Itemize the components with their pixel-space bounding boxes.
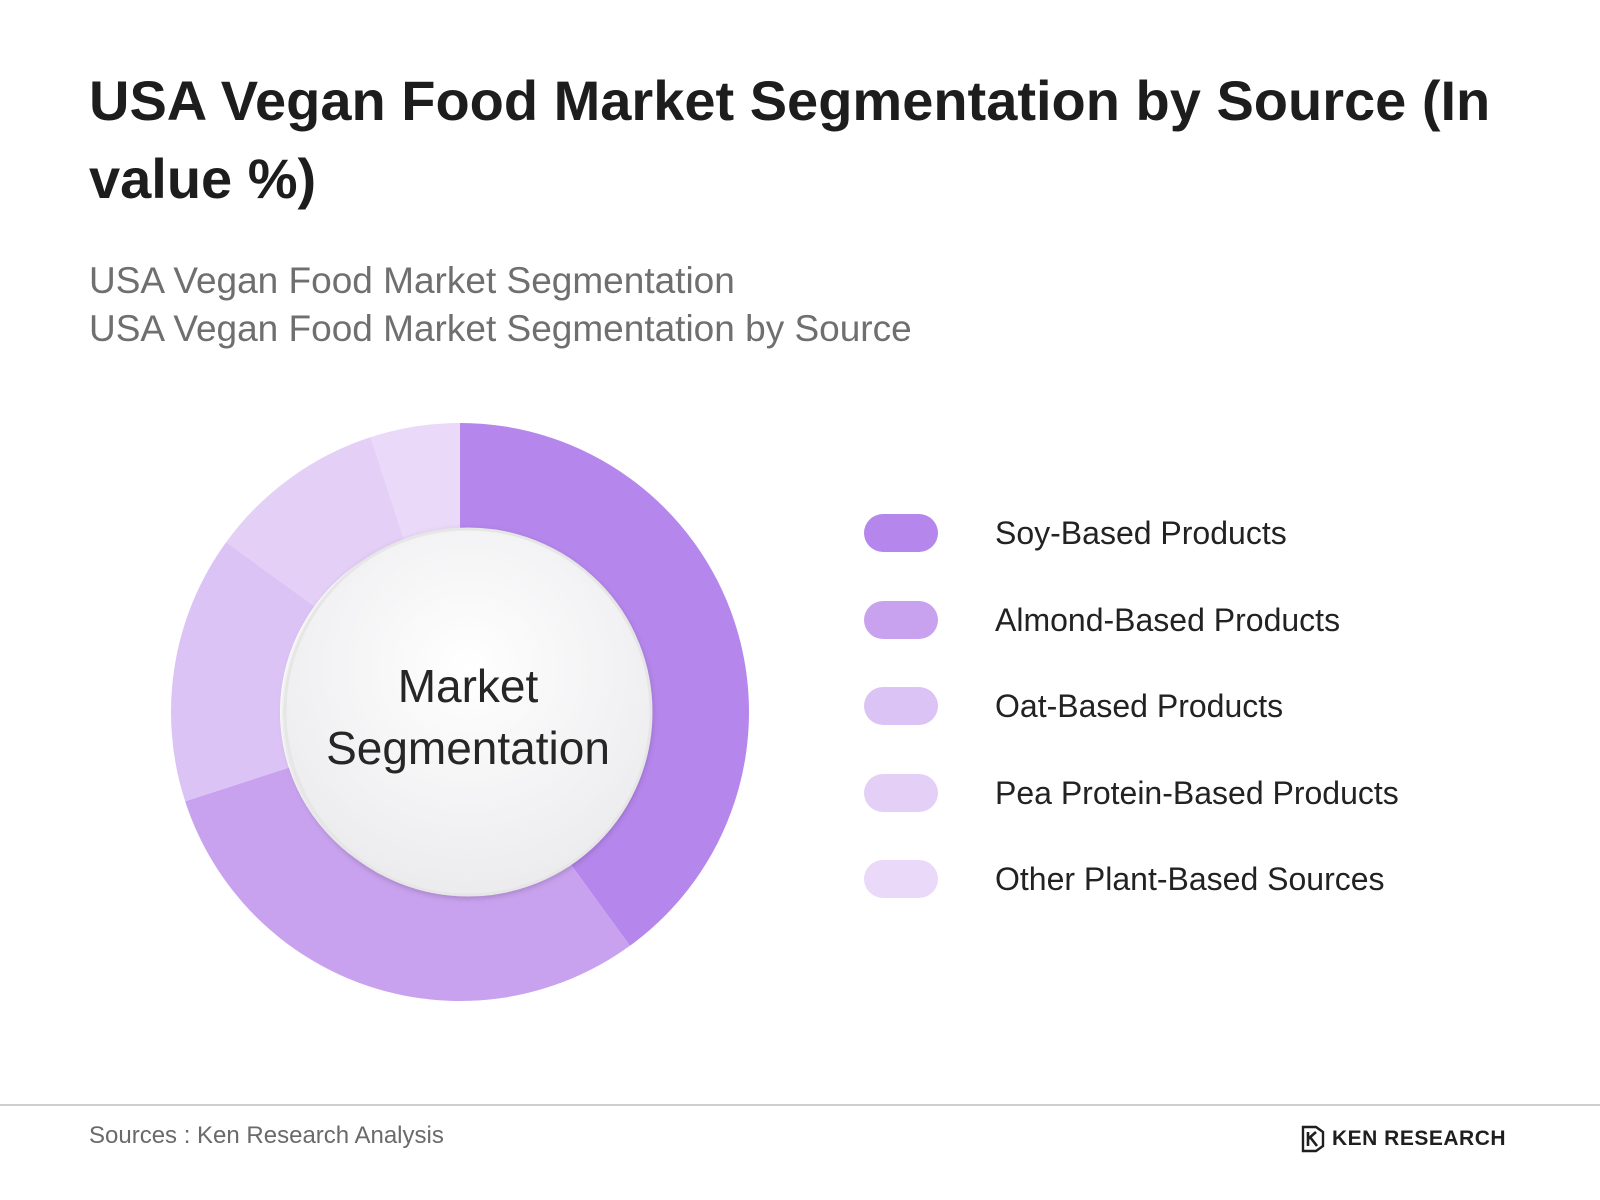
legend-item: Pea Protein-Based Products — [864, 771, 1564, 858]
donut-slice-3 — [171, 542, 315, 802]
donut-slice-4 — [226, 437, 405, 607]
ken-research-logo-icon — [1301, 1125, 1325, 1153]
brand-name: KEN RESEARCH — [1332, 1127, 1507, 1150]
legend-item: Other Plant-Based Sources — [864, 857, 1564, 944]
legend-swatch — [864, 514, 938, 552]
legend-swatch — [864, 687, 938, 725]
donut-center-label: Market Segmentation — [326, 660, 610, 774]
donut-slice-5 — [370, 423, 460, 541]
legend-swatch — [864, 773, 938, 812]
legend-label: Oat-Based Products — [995, 688, 1284, 724]
chart-subtitle-2: USA Vegan Food Market Segmentation by So… — [89, 308, 912, 349]
legend-label: Other Plant-Based Sources — [995, 861, 1385, 897]
legend-item: Almond-Based Products — [864, 598, 1564, 685]
legend-swatch — [864, 600, 938, 639]
legend-label: Pea Protein-Based Products — [995, 774, 1399, 811]
brand-logo: KEN RESEARCH — [1300, 1124, 1506, 1154]
legend-label: Soy-Based Products — [995, 515, 1287, 551]
footer-divider — [0, 1104, 1600, 1106]
donut-slice-1 — [460, 423, 750, 946]
legend-item: Soy-Based Products — [864, 511, 1564, 598]
source-note: Sources : Ken Research Analysis — [89, 1122, 444, 1149]
legend-label: Almond-Based Products — [995, 601, 1341, 638]
donut-center-disc — [283, 527, 653, 897]
donut-chart — [171, 423, 750, 1001]
chart-legend: Soy-Based Products Almond-Based Products O… — [864, 511, 1564, 944]
legend-item: Oat-Based Products — [864, 684, 1564, 771]
legend-swatch — [864, 860, 938, 898]
chart-subtitle-1: USA Vegan Food Market Segmentation — [89, 260, 735, 301]
chart-title: USA Vegan Food Market Segmentation by So… — [89, 69, 1491, 210]
